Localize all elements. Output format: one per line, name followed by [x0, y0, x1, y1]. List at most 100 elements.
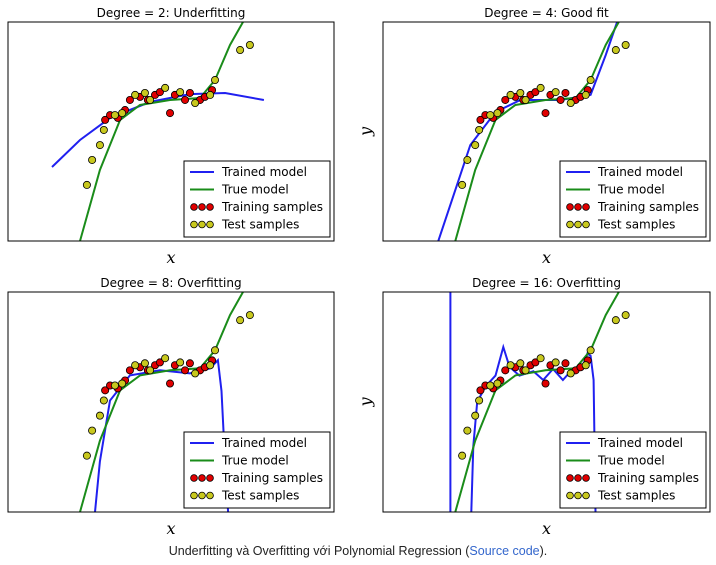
model-line	[454, 22, 620, 241]
plot-frame	[382, 291, 711, 513]
sample-point	[155, 358, 164, 367]
sample-point	[131, 90, 140, 99]
legend-label: True model	[221, 454, 289, 468]
legend-label: Trained model	[221, 436, 307, 450]
legend: Trained model True model Training samples T…	[559, 160, 707, 238]
sample-point	[176, 88, 185, 97]
sample-point	[191, 369, 200, 378]
legend-swatch	[190, 474, 198, 482]
sample-point	[211, 76, 220, 85]
sample-point	[486, 111, 495, 120]
sample-point	[531, 88, 540, 97]
subplot-title: Degree = 16: Overfitting	[472, 276, 621, 290]
caption-text: Underfitting và Overfitting với Polynomi…	[168, 544, 470, 558]
plot-area	[51, 22, 265, 241]
legend-swatch	[582, 220, 590, 229]
legend-swatch	[582, 491, 590, 500]
sample-point	[458, 451, 467, 460]
legend-label: Trained model	[597, 436, 683, 450]
x-axis-label: x	[166, 519, 175, 538]
legend-swatch	[198, 220, 206, 229]
sample-point	[536, 354, 545, 363]
legend-label: Trained model	[221, 165, 307, 179]
sample-point	[581, 90, 590, 99]
sample-point	[566, 99, 575, 108]
sample-point	[166, 379, 175, 388]
sample-point	[99, 396, 108, 405]
sample-point	[521, 95, 530, 104]
model-line	[51, 91, 265, 168]
legend-swatch	[198, 474, 206, 482]
sample-point	[95, 411, 104, 420]
sample-point	[586, 76, 595, 85]
sample-point	[236, 46, 245, 55]
sample-point	[245, 40, 254, 49]
sample-point	[185, 359, 194, 368]
sample-point	[161, 354, 170, 363]
y-axis-label: y	[356, 126, 375, 137]
sample-point	[101, 386, 110, 395]
sample-point	[146, 95, 155, 104]
sample-point	[493, 109, 502, 118]
x-axis-label: x	[166, 248, 175, 267]
sample-point	[541, 379, 550, 388]
sample-point	[516, 88, 525, 97]
sample-point	[118, 379, 127, 388]
sample-point	[531, 358, 540, 367]
legend-label: Training samples	[597, 471, 699, 485]
legend-swatch	[206, 203, 214, 211]
sample-point	[551, 358, 560, 367]
sample-point	[155, 88, 164, 97]
sample-point	[471, 141, 480, 150]
source-link[interactable]: Source code	[469, 544, 540, 558]
sample-point	[211, 346, 220, 355]
legend-swatch	[574, 203, 582, 211]
legend-swatch	[574, 491, 582, 500]
legend-swatch	[206, 220, 214, 229]
sample-point	[586, 346, 595, 355]
sample-point	[140, 88, 149, 97]
subplot-title: Degree = 8: Overfitting	[100, 276, 241, 290]
sample-point	[536, 83, 545, 92]
sample-point	[516, 359, 525, 368]
plot-area	[437, 22, 630, 241]
sample-point	[166, 109, 175, 118]
sample-point	[566, 369, 575, 378]
sample-point	[95, 141, 104, 150]
sample-point	[191, 99, 200, 108]
plot-area	[79, 292, 254, 512]
sample-point	[506, 361, 515, 370]
sample-point	[621, 311, 630, 320]
legend-swatch	[574, 220, 582, 229]
legend-swatch	[206, 491, 214, 500]
subplot: Degree = 4: Good fit x y Trained model True …	[356, 6, 711, 267]
sample-point	[611, 46, 620, 55]
sample-point	[476, 115, 485, 124]
sample-point	[551, 88, 560, 97]
legend-label: Training samples	[221, 471, 323, 485]
model-line	[79, 292, 244, 512]
sample-point	[88, 155, 97, 164]
legend-swatch	[566, 220, 574, 229]
sample-point	[82, 180, 91, 189]
model-line	[79, 22, 244, 241]
sample-point	[99, 125, 108, 134]
y-axis-label: y	[356, 397, 375, 408]
caption: Underfitting và Overfitting với Polynomi…	[0, 544, 716, 558]
subplot-title: Degree = 2: Underfitting	[97, 6, 246, 20]
sample-point	[541, 109, 550, 118]
legend-label: Trained model	[597, 165, 683, 179]
sample-point	[621, 40, 630, 49]
sample-point	[556, 95, 565, 104]
plot-frame	[7, 291, 335, 513]
legend-label: Test samples	[221, 218, 299, 232]
legend-swatch	[190, 220, 198, 229]
sample-point	[125, 95, 134, 104]
legend-swatch	[566, 203, 574, 211]
subplot: Degree = 2: UnderfittingxyTrained modelT…	[7, 6, 335, 267]
sample-point	[245, 311, 254, 320]
figure: Degree = 2: UnderfittingxyTrained modelT…	[7, 6, 711, 538]
plot-frame	[382, 21, 711, 242]
